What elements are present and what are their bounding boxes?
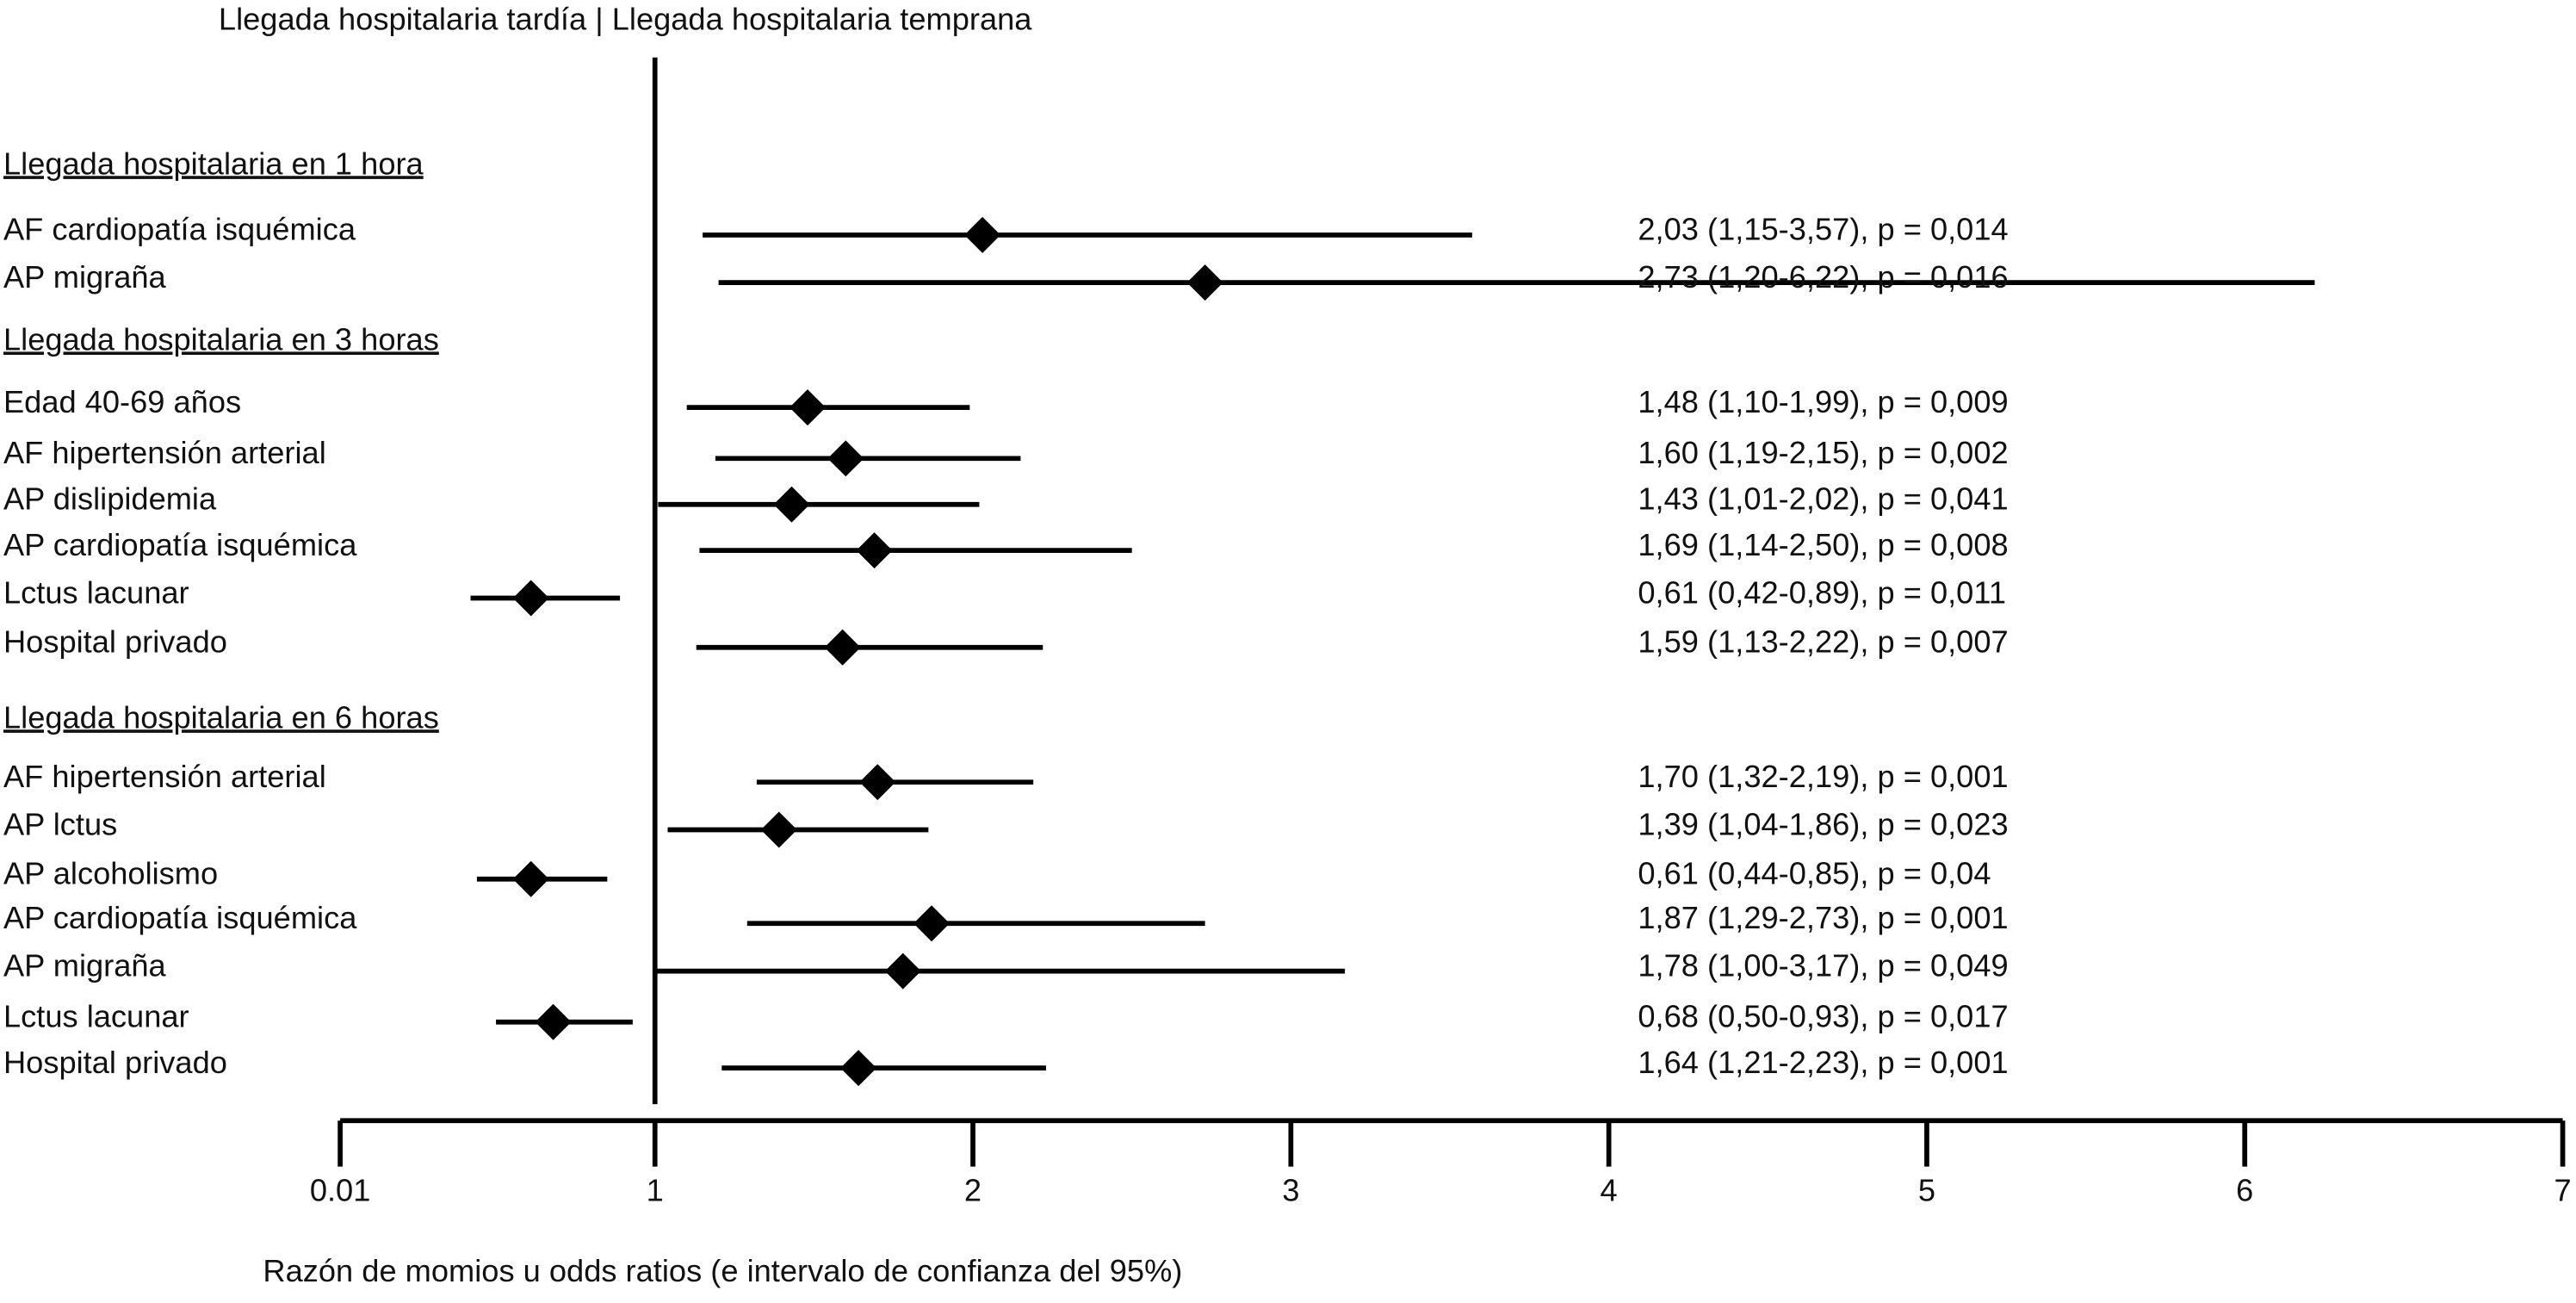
x-tick-label: 4 (1601, 1173, 1618, 1208)
point-estimate (827, 440, 864, 477)
value-label: 1,87 (1,29-2,73), p = 0,001 (1638, 900, 2008, 935)
value-label: 0,68 (0,50-0,93), p = 0,017 (1638, 999, 2008, 1034)
x-tick-label: 3 (1282, 1173, 1299, 1208)
value-label: 1,43 (1,01-2,02), p = 0,041 (1638, 481, 2008, 517)
row-label: AP cardiopatía isquémica (3, 900, 357, 935)
row-label: Edad 40-69 años (3, 384, 241, 419)
value-label: 1,69 (1,14-2,50), p = 0,008 (1638, 527, 2008, 562)
value-label: 0,61 (0,44-0,85), p = 0,04 (1638, 856, 1991, 891)
x-tick-label: 1 (647, 1173, 664, 1208)
point-estimate (964, 216, 1001, 253)
x-tick-label: 2 (964, 1173, 981, 1208)
point-estimate (856, 532, 893, 569)
point-estimate (1186, 264, 1223, 301)
group-header: Llegada hospitalaria en 1 hora (3, 146, 424, 181)
point-estimate (884, 952, 921, 990)
point-estimate (790, 389, 826, 426)
point-estimate (535, 1003, 572, 1040)
chart-title: Llegada hospitalaria tardía | Llegada ho… (219, 1, 1032, 36)
value-label: 2,03 (1,15-3,57), p = 0,014 (1638, 212, 2008, 247)
value-label: 2,73 (1,20-6,22), p = 0,016 (1638, 259, 2008, 295)
group-header: Llegada hospitalaria en 6 horas (3, 699, 439, 735)
x-tick-label: 0.01 (310, 1173, 371, 1208)
point-estimate (913, 905, 951, 942)
row-label: AF cardiopatía isquémica (3, 212, 356, 247)
value-label: 0,61 (0,42-0,89), p = 0,011 (1638, 574, 2006, 610)
point-estimate (824, 629, 861, 666)
point-estimate (773, 486, 810, 523)
row-label: Lctus lacunar (3, 574, 189, 610)
x-axis-label: Razón de momios u odds ratios (e interva… (263, 1253, 1182, 1288)
value-label: 1,39 (1,04-1,86), p = 0,023 (1638, 806, 2008, 841)
point-estimate (840, 1050, 877, 1087)
point-estimate (760, 811, 797, 848)
point-estimate (859, 764, 896, 801)
group-header: Llegada hospitalaria en 3 horas (3, 321, 439, 357)
row-label: AP migraña (3, 259, 167, 295)
x-tick-label: 6 (2236, 1173, 2253, 1208)
row-label: AP cardiopatía isquémica (3, 527, 357, 562)
row-label: AF hipertensión arterial (3, 435, 326, 470)
point-estimate (512, 860, 549, 897)
row-label: AP migraña (3, 947, 167, 983)
row-label: Hospital privado (3, 624, 227, 659)
point-estimate (512, 580, 549, 617)
x-tick-label: 7 (2554, 1173, 2571, 1208)
row-label: AP dislipidemia (3, 481, 217, 517)
row-label: Hospital privado (3, 1045, 227, 1080)
row-label: Lctus lacunar (3, 999, 189, 1034)
value-label: 1,70 (1,32-2,19), p = 0,001 (1638, 759, 2008, 794)
row-label: AF hipertensión arterial (3, 759, 326, 794)
value-label: 1,64 (1,21-2,23), p = 0,001 (1638, 1045, 2008, 1080)
value-label: 1,59 (1,13-2,22), p = 0,007 (1638, 624, 2008, 659)
value-label: 1,60 (1,19-2,15), p = 0,002 (1638, 435, 2008, 470)
row-label: AP lctus (3, 806, 117, 841)
x-tick-label: 5 (1918, 1173, 1935, 1208)
row-label: AP alcoholismo (3, 856, 218, 891)
value-label: 1,78 (1,00-3,17), p = 0,049 (1638, 947, 2008, 983)
value-label: 1,48 (1,10-1,99), p = 0,009 (1638, 384, 2008, 419)
